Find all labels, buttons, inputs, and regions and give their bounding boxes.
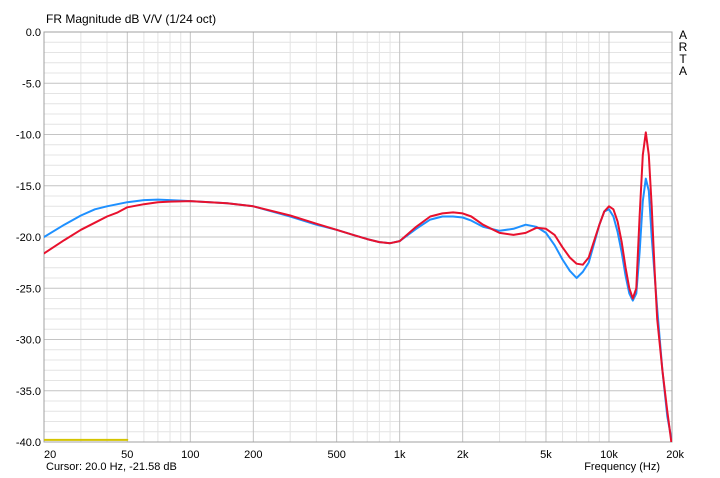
x-tick-label: 100	[181, 449, 199, 461]
y-tick-label: -10.0	[16, 130, 41, 142]
y-tick-label: 0.0	[26, 27, 41, 39]
watermark-letter: A	[678, 64, 687, 78]
series-line-1	[44, 131, 672, 442]
y-tick-label: -15.0	[16, 181, 41, 193]
arta-watermark: A R T A	[677, 29, 689, 77]
x-tick-label: 2k	[457, 449, 469, 461]
y-tick-label: -5.0	[22, 78, 41, 90]
y-tick-label: -20.0	[16, 232, 41, 244]
watermark-letter: T	[679, 52, 687, 66]
watermark-letter: A	[678, 28, 687, 42]
x-tick-label: 500	[327, 449, 345, 461]
y-tick-label: -35.0	[16, 386, 41, 398]
x-tick-label: 1k	[394, 449, 406, 461]
x-axis-label: Frequency (Hz)	[584, 461, 660, 473]
x-tick-label: 10k	[600, 449, 618, 461]
x-tick-label: 20	[44, 449, 56, 461]
y-tick-label: -40.0	[16, 437, 41, 449]
y-tick-label: -30.0	[16, 335, 41, 347]
watermark-letter: R	[678, 40, 688, 54]
x-tick-label: 50	[121, 449, 133, 461]
x-tick-label: 200	[244, 449, 262, 461]
x-tick-label: 20k	[666, 449, 684, 461]
chart-title: FR Magnitude dB V/V (1/24 oct)	[46, 12, 217, 26]
x-tick-label: 5k	[540, 449, 552, 461]
y-tick-label: -25.0	[16, 283, 41, 295]
cursor-readout: Cursor: 20.0 Hz, -21.58 dB	[46, 461, 177, 473]
